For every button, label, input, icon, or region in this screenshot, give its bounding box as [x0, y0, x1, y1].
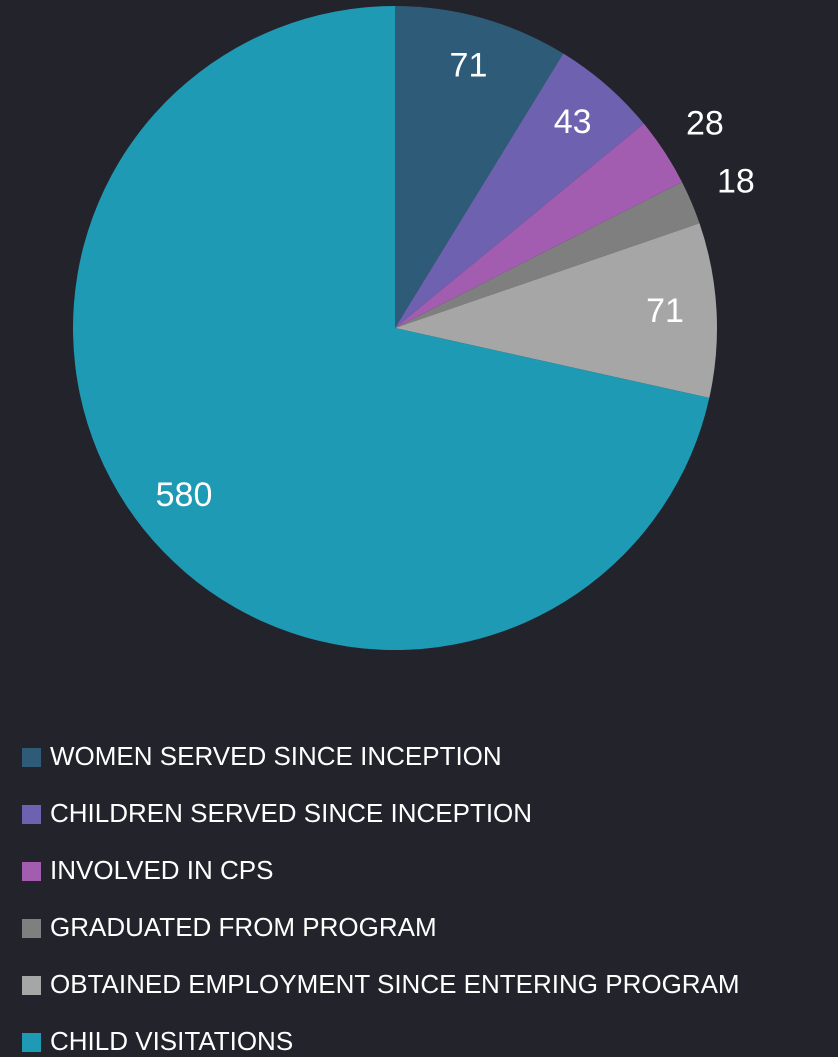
- data-label: 18: [717, 162, 755, 200]
- data-label: 28: [686, 104, 724, 142]
- legend-label: OBTAINED EMPLOYMENT SINCE ENTERING PROGR…: [50, 969, 740, 999]
- legend-swatch: [22, 748, 41, 767]
- pie-slice: [73, 6, 710, 650]
- legend-label: CHILD VISITATIONS: [50, 1026, 293, 1056]
- legend-swatch: [22, 862, 41, 881]
- legend-label: GRADUATED FROM PROGRAM: [50, 912, 437, 942]
- pie-slice: [395, 123, 682, 328]
- legend-swatch: [22, 976, 41, 995]
- legend-label: INVOLVED IN CPS: [50, 855, 273, 885]
- data-label: 71: [646, 292, 684, 330]
- data-label: 71: [450, 47, 488, 85]
- pie-slice: [395, 6, 564, 328]
- legend-swatch: [22, 805, 41, 824]
- pie-slice: [395, 53, 644, 329]
- legend-label: CHILDREN SERVED SINCE INCEPTION: [50, 798, 532, 828]
- data-label: 580: [156, 476, 213, 514]
- pie-slice: [395, 223, 717, 398]
- data-label: 43: [554, 103, 592, 141]
- pie-slice: [395, 181, 700, 328]
- legend-label: WOMEN SERVED SINCE INCEPTION: [50, 741, 502, 771]
- legend-swatch: [22, 919, 41, 938]
- legend-swatch: [22, 1033, 41, 1052]
